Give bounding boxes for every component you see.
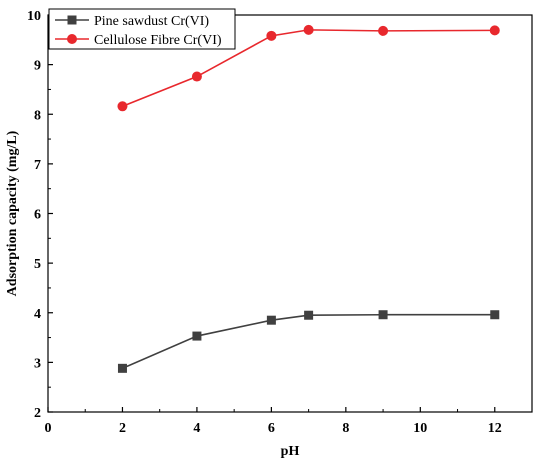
x-tick-label: 12 — [488, 421, 502, 436]
series-line-2 — [122, 29, 495, 108]
legend-marker — [67, 15, 77, 25]
data-point — [266, 315, 276, 325]
y-tick-label: 5 — [34, 257, 41, 272]
y-axis-ticks: 2 3 4 5 6 7 8 9 10 — [27, 9, 53, 421]
data-point — [266, 30, 277, 41]
x-tick-label: 0 — [45, 421, 52, 436]
data-point — [490, 310, 500, 320]
data-point — [378, 25, 389, 36]
y-axis-title: Adsorption capacity (mg/L) — [5, 130, 20, 296]
data-point — [304, 310, 314, 320]
data-point — [303, 24, 314, 35]
legend-label: Cellulose Fibre Cr(VI) — [94, 33, 222, 48]
x-tick-label: 2 — [119, 421, 126, 436]
x-axis-ticks: 0 2 4 6 8 10 12 — [45, 407, 502, 436]
plot-frame — [47, 14, 533, 413]
legend-marker — [67, 34, 77, 44]
data-point — [192, 331, 202, 341]
series-layer — [117, 24, 500, 373]
data-point — [191, 71, 202, 82]
y-tick-label: 8 — [34, 108, 41, 123]
y-tick-label: 7 — [34, 158, 41, 173]
legend: Pine sawdust Cr(VI) Cellulose Fibre Cr(VI… — [48, 8, 236, 50]
x-axis-title: pH — [281, 444, 300, 459]
data-point — [378, 310, 388, 320]
legend-box — [48, 8, 236, 50]
y-tick-label: 4 — [34, 307, 41, 322]
x-tick-label: 6 — [268, 421, 275, 436]
data-point — [117, 363, 127, 373]
x-tick-label: 10 — [413, 421, 427, 436]
y-tick-label: 6 — [34, 208, 41, 223]
data-point — [489, 25, 500, 36]
series-line-1 — [122, 313, 495, 370]
y-tick-label: 2 — [34, 406, 41, 421]
data-point — [117, 101, 128, 112]
y-tick-label: 10 — [27, 9, 41, 24]
x-tick-label: 4 — [193, 421, 200, 436]
legend-label: Pine sawdust Cr(VI) — [94, 14, 209, 29]
x-tick-label: 8 — [342, 421, 349, 436]
y-tick-label: 9 — [34, 59, 41, 74]
y-tick-label: 3 — [34, 356, 41, 371]
